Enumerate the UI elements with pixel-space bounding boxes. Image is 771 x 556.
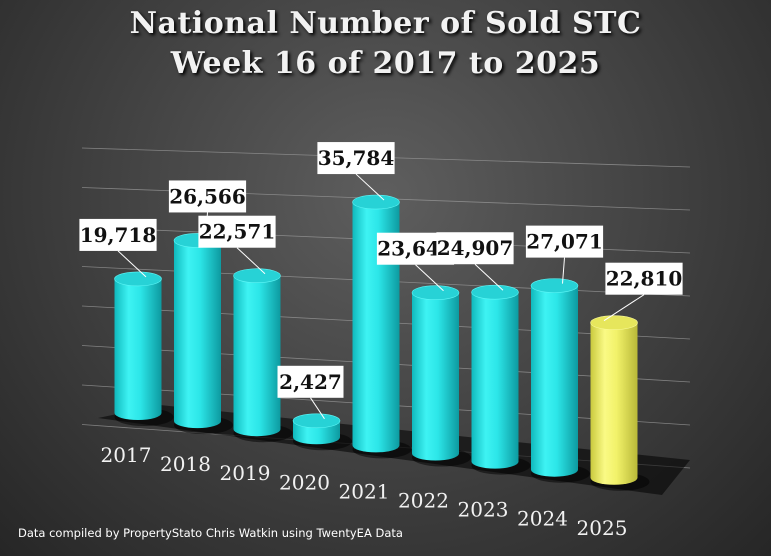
bar-top (530, 278, 579, 293)
leader-line (236, 247, 266, 275)
x-tick-label: 2024 (517, 507, 568, 531)
bar-top (590, 315, 638, 330)
value-label: 27,071 (526, 230, 603, 254)
leader-line (310, 397, 325, 420)
bar (411, 285, 471, 467)
x-tick-label: 2023 (458, 498, 509, 522)
value-label: 22,810 (606, 267, 683, 291)
bar-body (114, 278, 162, 421)
bar (590, 315, 650, 491)
x-tick-label: 2020 (279, 470, 330, 494)
value-label-box (198, 215, 276, 248)
x-tick-label: 2018 (160, 452, 211, 476)
value-label: 22,571 (199, 220, 276, 244)
leader-line (474, 263, 504, 291)
value-label-box (79, 218, 157, 251)
value-labels: 19,71826,56622,5712,42735,78423,64424,90… (79, 142, 683, 420)
leader-line (117, 250, 147, 278)
value-label: 35,784 (318, 146, 395, 170)
value-label-box (605, 262, 683, 295)
bar (233, 268, 293, 443)
bar-body (590, 322, 638, 485)
value-label-box (277, 365, 344, 398)
x-tick-label: 2022 (398, 489, 449, 513)
value-label: 19,718 (80, 223, 157, 247)
bars (114, 194, 650, 491)
bar-top (114, 271, 162, 287)
value-label-box (168, 180, 247, 213)
x-tick-label: 2025 (577, 516, 628, 540)
footer-credit: Data compiled by PropertyStato Chris Wat… (18, 526, 403, 540)
x-tick-label: 2021 (339, 479, 390, 503)
value-label: 24,907 (437, 236, 514, 260)
bar-top (292, 413, 341, 429)
chart-title: National Number of Sold STC (129, 6, 642, 41)
value-label: 2,427 (279, 370, 342, 394)
bar-body (233, 275, 281, 437)
bar-top (411, 285, 460, 301)
leader-line (415, 264, 444, 292)
bar (114, 271, 174, 426)
x-tick-labels: 2017 2018 2019 2020 2021 2022 2023 2024 2025 (101, 443, 628, 540)
bar-body (412, 292, 459, 461)
bar (173, 233, 233, 435)
value-label: 26,566 (169, 184, 246, 208)
bar (530, 278, 590, 483)
bar-top (471, 284, 519, 300)
bar-body (471, 292, 519, 469)
chart-subtitle: Week 16 of 2017 to 2025 (170, 46, 601, 81)
x-tick-label: 2017 (101, 443, 152, 467)
value-label-box (525, 225, 604, 258)
leader-line (355, 173, 385, 201)
bar-body (174, 240, 221, 429)
bar (471, 284, 531, 475)
bar-body (531, 285, 578, 477)
leader-line (562, 257, 565, 284)
value-label-box (317, 142, 395, 175)
bar-top (352, 194, 400, 210)
leader-line (603, 294, 645, 322)
bar-top (233, 268, 281, 284)
x-tick-label: 2019 (220, 461, 271, 485)
value-label-box (436, 232, 514, 265)
bar (292, 413, 352, 451)
